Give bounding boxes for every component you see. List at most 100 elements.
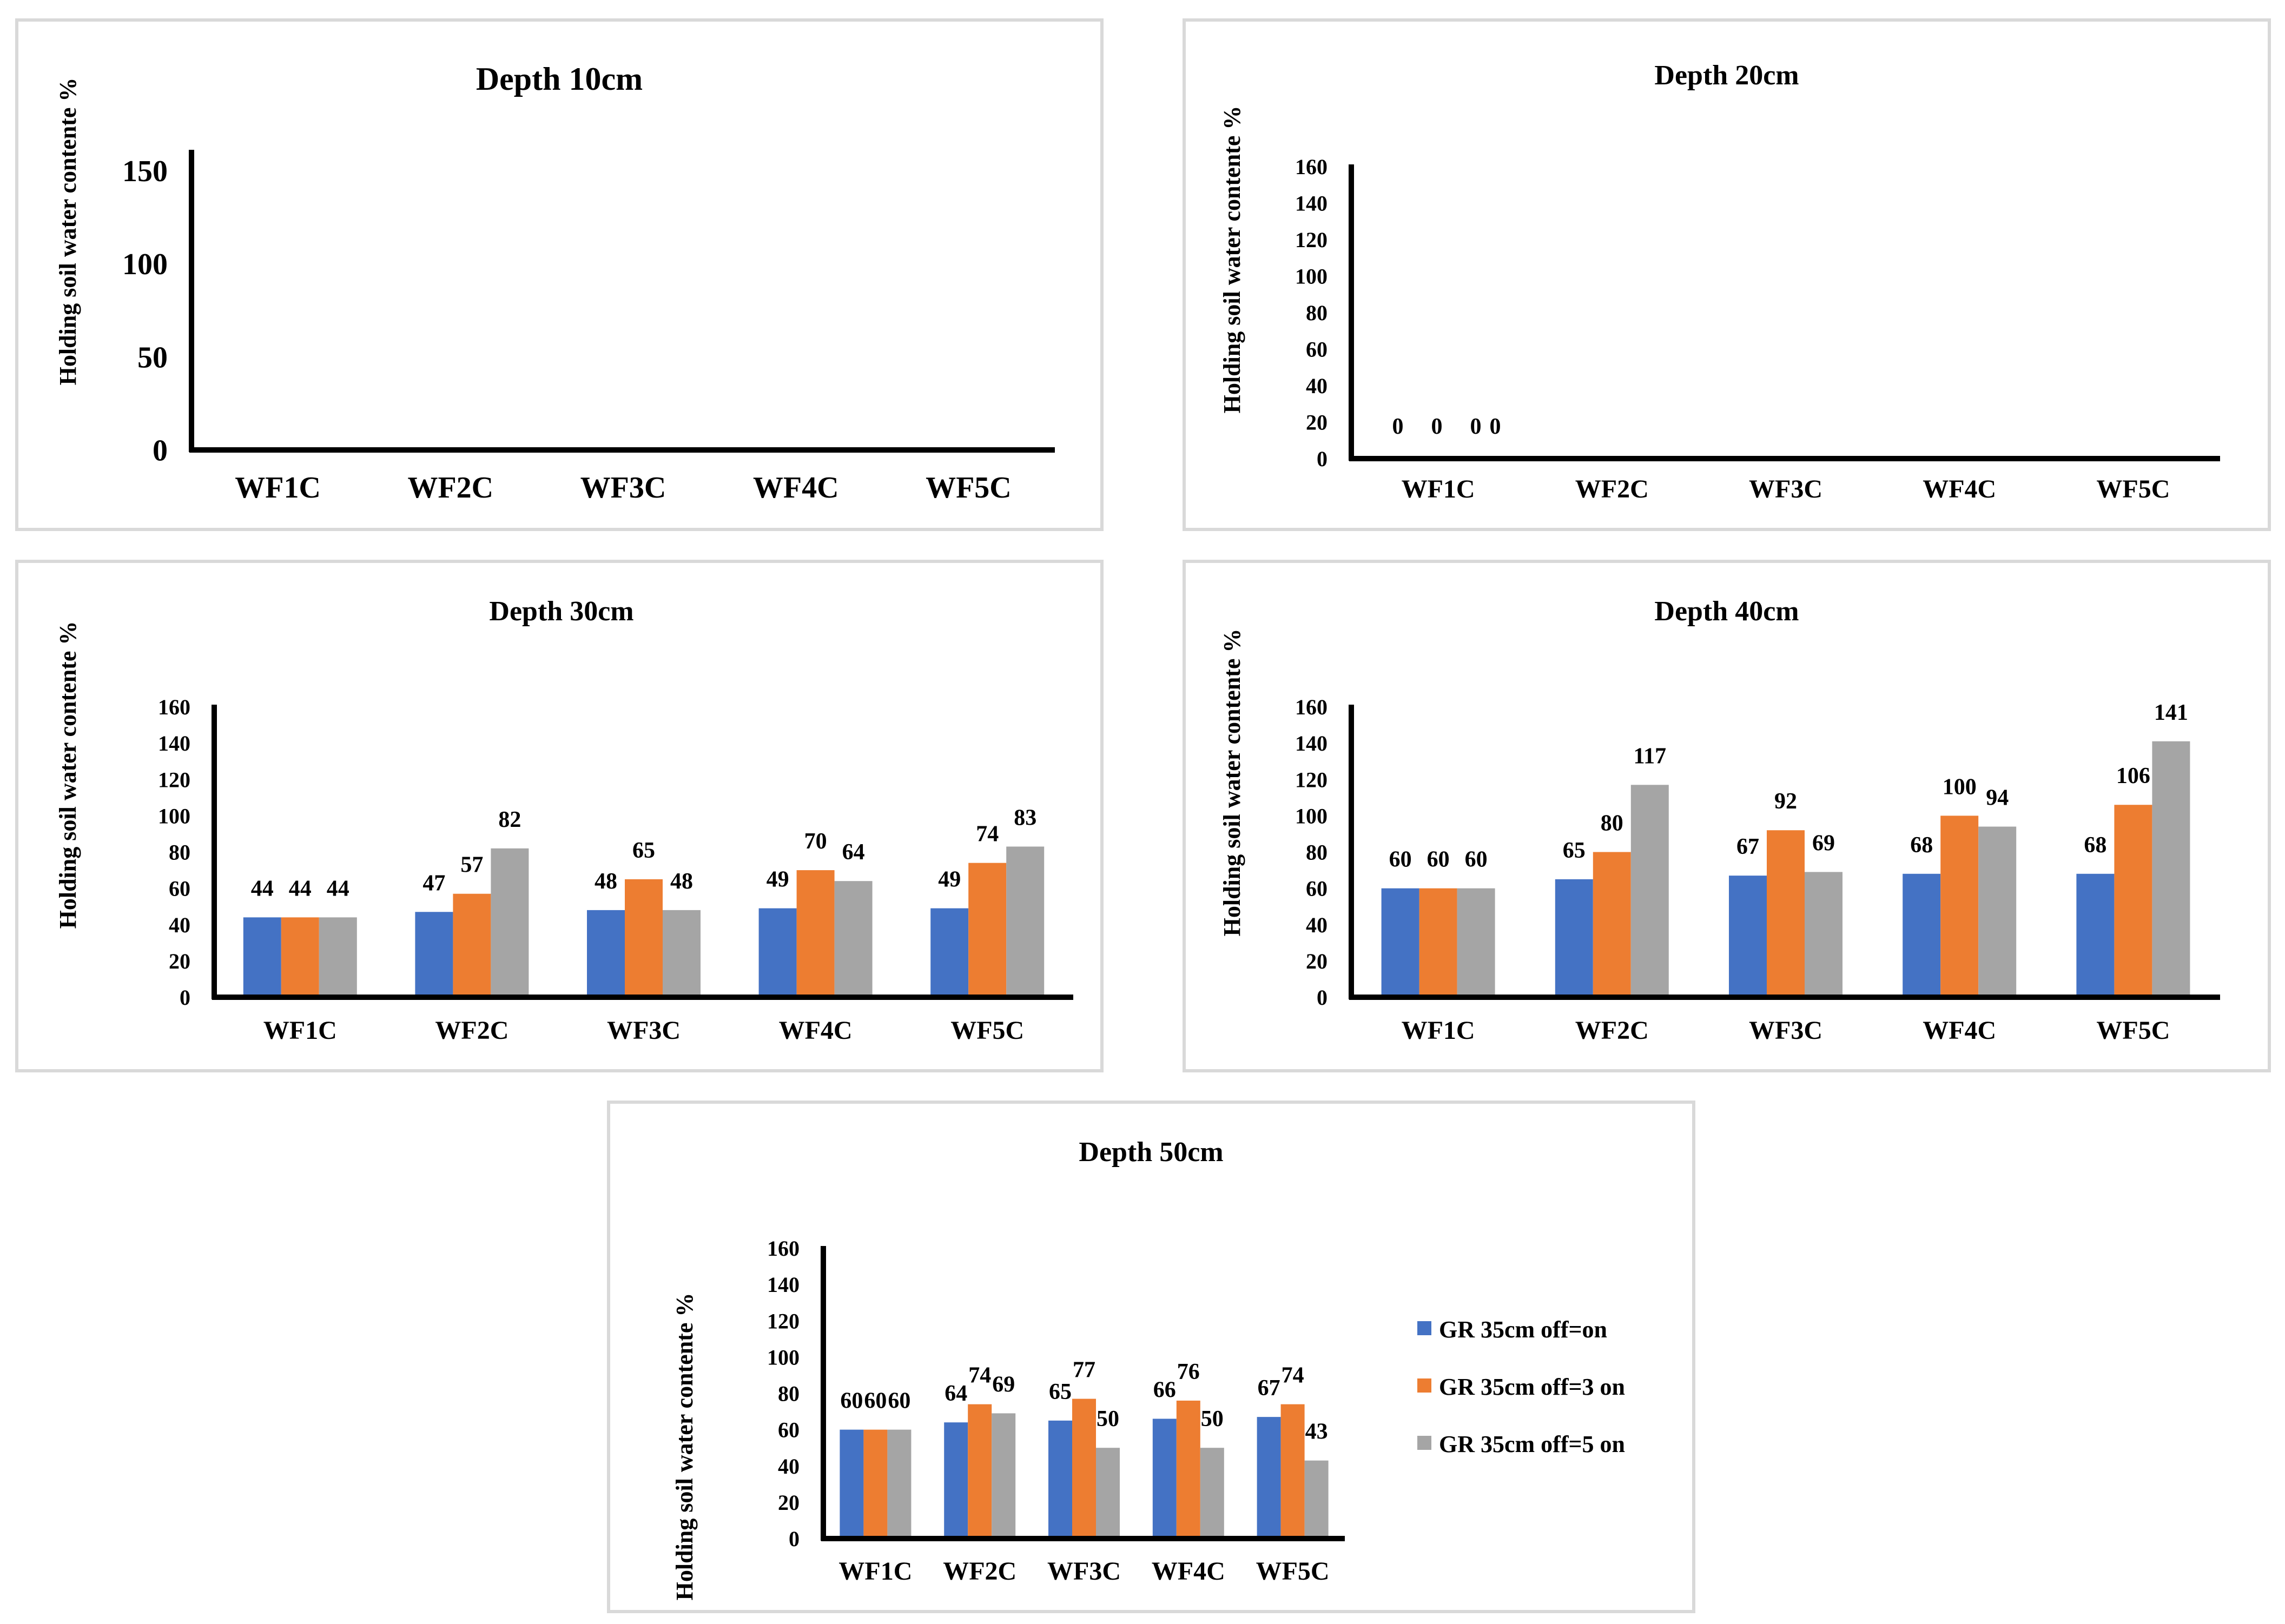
x-tick-label: WF2C bbox=[407, 471, 493, 505]
y-tick-label: 100 bbox=[1295, 264, 1328, 289]
y-tick-label: 100 bbox=[1295, 804, 1328, 828]
data-label: 74 bbox=[976, 822, 999, 847]
y-tick-label: 160 bbox=[158, 695, 190, 719]
y-tick-label: 80 bbox=[778, 1382, 800, 1406]
data-label: 69 bbox=[992, 1372, 1015, 1397]
data-label: 60 bbox=[864, 1389, 887, 1414]
x-tick-label: WF4C bbox=[779, 1016, 853, 1045]
data-label: 100 bbox=[1943, 774, 1977, 799]
y-tick-label: 0 bbox=[1317, 985, 1328, 1010]
data-label: 92 bbox=[1774, 789, 1797, 814]
bar-off-3-on-wf4c bbox=[796, 870, 835, 997]
chart-depth-10: Depth 10cm Holding soil water contente % 0… bbox=[55, 61, 1055, 505]
x-tick-label: WF3C bbox=[1749, 1016, 1822, 1045]
bar-off-3-on-wf4c bbox=[1176, 1400, 1200, 1539]
legend-swatch bbox=[1417, 1436, 1431, 1450]
bar-off-3-on-wf2c bbox=[1593, 852, 1631, 997]
data-label: 67 bbox=[1736, 834, 1759, 859]
y-tick-label: 120 bbox=[767, 1309, 800, 1333]
bar-off-on-wf2c bbox=[944, 1422, 968, 1539]
data-label: 48 bbox=[595, 869, 617, 894]
y-tick-label: 40 bbox=[1306, 374, 1328, 398]
x-tick-label: WF3C bbox=[580, 471, 666, 505]
bar-off-on-wf3c bbox=[1048, 1420, 1072, 1539]
y-tick-label: 0 bbox=[1317, 447, 1328, 471]
bar-off-on-wf3c bbox=[587, 910, 625, 997]
bar-off-on-wf1c bbox=[840, 1429, 864, 1539]
bar-off-5-on-wf1c bbox=[319, 917, 357, 997]
data-label: 74 bbox=[1282, 1363, 1304, 1388]
data-label: 76 bbox=[1177, 1360, 1200, 1384]
y-axis-label: Holding soil water contente % bbox=[671, 1293, 698, 1601]
x-tick-label: WF2C bbox=[943, 1557, 1016, 1586]
bar-off-3-on-wf3c bbox=[625, 879, 663, 997]
y-tick-label: 0 bbox=[153, 434, 168, 468]
bar-off-3-on-wf2c bbox=[453, 893, 491, 997]
bar-off-3-on-wf1c bbox=[1419, 888, 1457, 997]
data-label: 60 bbox=[888, 1389, 910, 1414]
data-label: 74 bbox=[968, 1363, 991, 1388]
data-label: 60 bbox=[1389, 847, 1412, 872]
y-axis-label: Holding soil water contente % bbox=[55, 621, 81, 929]
y-tick-label: 50 bbox=[137, 341, 168, 374]
bar-off-3-on-wf2c bbox=[968, 1404, 992, 1539]
data-label: 60 bbox=[1465, 847, 1488, 872]
chart-depth-40: Depth 40cm Holding soil water contente % 0… bbox=[1219, 596, 2220, 1045]
bar-off-3-on-wf3c bbox=[1072, 1398, 1096, 1539]
data-label: 48 bbox=[670, 869, 693, 894]
bar-off-on-wf1c bbox=[1381, 888, 1419, 997]
chart-depth-50: Depth 50cm Holding soil water contente % 0… bbox=[671, 1137, 1625, 1601]
y-tick-label: 120 bbox=[158, 767, 190, 792]
data-label: 50 bbox=[1201, 1407, 1224, 1431]
x-tick-label: WF4C bbox=[1923, 475, 1996, 503]
data-label: 0 bbox=[1490, 414, 1501, 439]
bar-off-5-on-wf5c bbox=[1304, 1460, 1329, 1539]
legend-label: GR 35cm off=3 on bbox=[1439, 1374, 1625, 1400]
x-tick-label: WF1C bbox=[1402, 475, 1475, 503]
data-label: 141 bbox=[2154, 700, 2188, 725]
bar-off-3-on-wf1c bbox=[281, 917, 319, 997]
data-label: 49 bbox=[767, 867, 789, 892]
data-label: 57 bbox=[460, 853, 483, 878]
data-label: 0 bbox=[1392, 414, 1404, 439]
y-tick-label: 140 bbox=[1295, 191, 1328, 216]
y-axis-label: Holding soil water contente % bbox=[1219, 629, 1245, 937]
data-label: 0 bbox=[1431, 414, 1443, 439]
bar-off-on-wf2c bbox=[415, 912, 453, 997]
bar-off-5-on-wf3c bbox=[663, 910, 701, 997]
x-tick-label: WF1C bbox=[838, 1557, 912, 1586]
bar-off-5-on-wf2c bbox=[1630, 785, 1669, 997]
bar-off-5-on-wf1c bbox=[887, 1429, 912, 1539]
bar-off-on-wf5c bbox=[930, 908, 969, 997]
y-tick-label: 140 bbox=[767, 1272, 800, 1297]
data-label: 94 bbox=[1986, 786, 2009, 811]
x-tick-label: WF4C bbox=[1923, 1016, 1996, 1045]
y-tick-label: 60 bbox=[169, 877, 190, 901]
chart-title: Depth 20cm bbox=[1654, 60, 1799, 91]
bar-off-on-wf4c bbox=[1152, 1418, 1177, 1539]
x-tick-label: WF3C bbox=[1047, 1557, 1121, 1586]
x-tick-label: WF4C bbox=[753, 471, 839, 505]
x-tick-label: WF1C bbox=[1402, 1016, 1475, 1045]
data-label: 70 bbox=[804, 829, 827, 854]
x-tick-label: WF5C bbox=[1256, 1557, 1330, 1586]
y-tick-label: 0 bbox=[789, 1527, 800, 1551]
data-label: 49 bbox=[938, 867, 961, 892]
x-tick-label: WF3C bbox=[1749, 475, 1822, 503]
bar-off-5-on-wf5c bbox=[2152, 741, 2190, 997]
x-tick-label: WF2C bbox=[435, 1016, 508, 1045]
chart-depth-30: Depth 30cm Holding soil water contente % 0… bbox=[55, 596, 1073, 1045]
bar-off-3-on-wf3c bbox=[1767, 830, 1805, 997]
data-label: 64 bbox=[842, 840, 865, 865]
x-tick-label: WF5C bbox=[2096, 1016, 2170, 1045]
bar-off-3-on-wf5c bbox=[1280, 1404, 1305, 1539]
chart-panel-depth-20: Depth 20cm Holding soil water contente % 0… bbox=[1183, 18, 2271, 531]
y-tick-label: 160 bbox=[767, 1236, 800, 1261]
legend-swatch bbox=[1417, 1378, 1431, 1393]
bar-off-5-on-wf4c bbox=[1200, 1448, 1224, 1539]
data-label: 64 bbox=[945, 1381, 967, 1406]
y-tick-label: 120 bbox=[1295, 228, 1328, 252]
bar-off-on-wf1c bbox=[243, 917, 281, 997]
chart-panel-depth-30: Depth 30cm Holding soil water contente % 0… bbox=[15, 560, 1104, 1072]
bar-off-5-on-wf4c bbox=[1978, 826, 2017, 997]
